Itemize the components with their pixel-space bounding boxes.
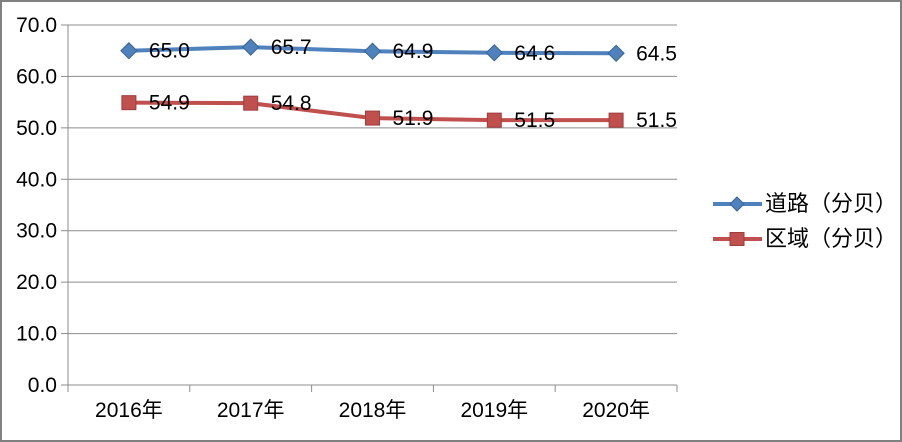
- data-point-marker[interactable]: [607, 44, 625, 62]
- legend-label-road: 道路（分贝）: [765, 190, 898, 216]
- data-point-marker[interactable]: [365, 110, 380, 126]
- data-point-marker[interactable]: [121, 95, 137, 111]
- data-label: 65.0: [149, 40, 190, 63]
- legend-region-marker-icon: [713, 231, 762, 246]
- y-tick-label: 70.0: [16, 14, 57, 37]
- data-label: 51.5: [636, 109, 677, 132]
- x-tick-label: 2018年: [339, 399, 407, 422]
- data-label: 54.8: [271, 92, 312, 115]
- legend-item-region[interactable]: 区域（分贝）: [713, 221, 897, 256]
- legend-item-road[interactable]: 道路（分贝）: [713, 186, 897, 221]
- data-label: 51.5: [514, 109, 555, 132]
- y-tick-label: 40.0: [16, 168, 57, 191]
- data-point-marker[interactable]: [363, 42, 382, 60]
- x-tick-label: 2019年: [460, 399, 528, 422]
- x-tick-label: 2016年: [95, 399, 163, 422]
- y-tick-label: 60.0: [16, 65, 57, 88]
- x-tick-label: 2017年: [217, 399, 285, 422]
- y-tick-label: 50.0: [16, 117, 57, 140]
- data-label: 64.9: [393, 40, 434, 63]
- x-tick-label: 2020年: [582, 399, 650, 422]
- data-label: 64.6: [514, 42, 555, 65]
- data-label: 65.7: [271, 36, 312, 59]
- data-label: 51.9: [393, 107, 434, 130]
- y-tick-label: 10.0: [16, 323, 57, 346]
- data-label: 54.9: [149, 92, 190, 115]
- data-point-marker[interactable]: [241, 38, 260, 56]
- data-point-marker[interactable]: [485, 44, 504, 62]
- y-tick-label: 20.0: [16, 271, 57, 294]
- y-tick-label: 30.0: [16, 220, 57, 243]
- data-point-marker[interactable]: [608, 112, 624, 128]
- data-point-marker[interactable]: [243, 95, 259, 111]
- data-point-marker[interactable]: [486, 112, 502, 128]
- data-point-marker[interactable]: [120, 42, 138, 60]
- legend-label-region: 区域（分贝）: [765, 225, 898, 251]
- data-label: 64.5: [636, 42, 677, 65]
- legend-road-marker-icon: [713, 195, 762, 212]
- y-tick-label: 0.0: [28, 374, 57, 397]
- chart-legend: 道路（分贝） 区域（分贝）: [713, 186, 897, 256]
